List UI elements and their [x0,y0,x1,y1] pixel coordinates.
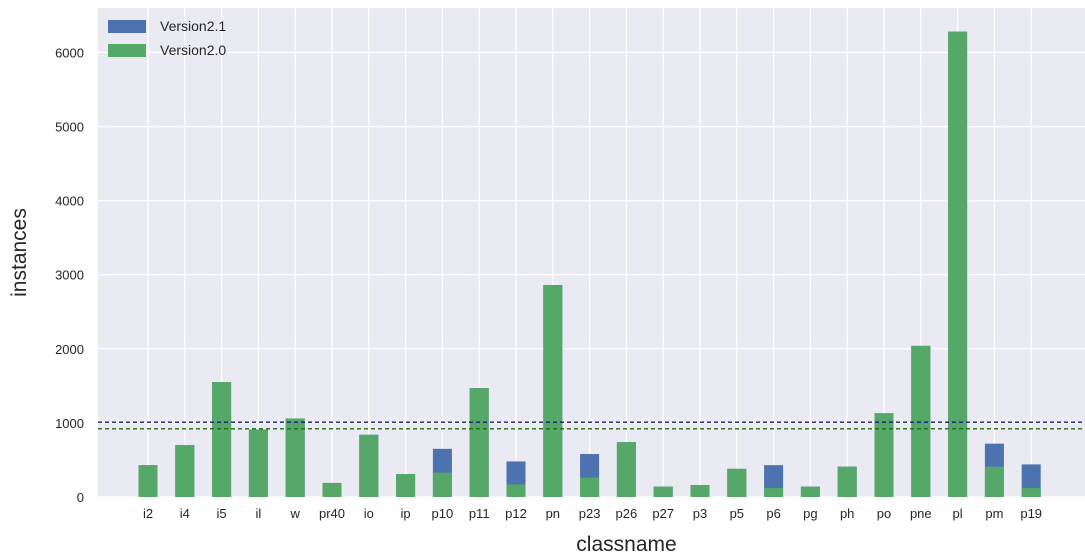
x-tick-label: pne [910,506,932,521]
x-tick-label: il [256,506,262,521]
x-tick-label: p3 [693,506,707,521]
y-tick-label: 2000 [55,342,84,357]
bar-version2-0-ph [837,466,857,497]
bar-version2-0-p3 [690,485,710,497]
bar-version2-0-pr40 [322,482,342,497]
legend: Version2.1 Version2.0 [108,18,226,58]
bar-version2-0-pn [543,285,563,497]
legend-swatch-version2-1 [108,20,146,33]
y-tick-label: 4000 [55,194,84,209]
x-tick-label: pg [803,506,817,521]
y-tick-label: 1000 [55,416,84,431]
bar-version2-0-p26 [616,442,636,497]
bar-version2-0-p5 [727,468,747,497]
x-tick-label: p6 [766,506,780,521]
x-tick-label: i4 [180,506,190,521]
x-tick-label: w [290,506,301,521]
bar-version2-0-pne [911,345,931,497]
bar-version2-0-i2 [138,465,158,497]
bar-version2-0-w [285,418,305,497]
bar-version2-0-po [874,413,894,497]
bar-version2-0-p27 [653,486,673,497]
x-tick-label: p11 [469,506,490,521]
y-tick-label: 3000 [55,268,84,283]
x-tick-label: p19 [1020,506,1042,521]
x-tick-label: pl [953,506,963,521]
x-tick-label: p23 [579,506,601,521]
x-tick-labels: i2 i4 i5 il w pr40 io ip p10 p11 p12 pn p23 p26 p27 p3 p… [143,506,1042,521]
bar-version2-0-p6 [764,488,784,497]
x-tick-label: p10 [432,506,454,521]
x-tick-label: io [364,506,374,521]
x-axis-label: classname [576,533,676,556]
bar-version2-0-p23 [580,477,600,497]
bar-version2-0-pl [948,31,968,497]
x-tick-label: i2 [143,506,153,521]
x-tick-label: p26 [616,506,638,521]
reference-lines [98,421,1085,430]
bar-version2-0-pg [800,486,820,497]
x-tick-label: i5 [217,506,227,521]
bar-version2-0-i5 [212,382,232,497]
x-tick-label: pm [985,506,1003,521]
legend-swatch-version2-0 [108,44,146,57]
bar-version2-0-p19 [1021,488,1041,497]
bar-version2-0-p11 [469,388,489,497]
y-axis-label: instances [8,208,31,297]
legend-label-version2-0: Version2.0 [160,42,226,58]
x-tick-label: ph [840,506,854,521]
x-tick-label: po [877,506,891,521]
y-tick-label: 0 [77,490,84,505]
legend-label-version2-1: Version2.1 [160,18,226,34]
x-tick-label: ip [401,506,411,521]
x-tick-label: pn [546,506,560,521]
y-tick-label: 5000 [55,120,84,135]
x-tick-label: p27 [652,506,674,521]
bar-version2-0-ip [396,474,416,497]
y-tick-labels: 0 1000 2000 3000 4000 5000 6000 [55,45,84,505]
x-tick-label: p5 [730,506,744,521]
x-tick-label: pr40 [319,506,345,521]
x-tick-label: p12 [505,506,527,521]
bar-version2-0-p12 [506,484,526,497]
bar-version2-0-i4 [175,445,195,497]
bar-version2-0-il [248,429,268,497]
bar-version2-0-io [359,434,379,497]
bars [138,31,1041,497]
bar-version2-0-pm [984,466,1004,497]
y-tick-label: 6000 [55,45,84,60]
plot-area [98,8,1085,497]
bar-version2-0-p10 [432,472,452,497]
